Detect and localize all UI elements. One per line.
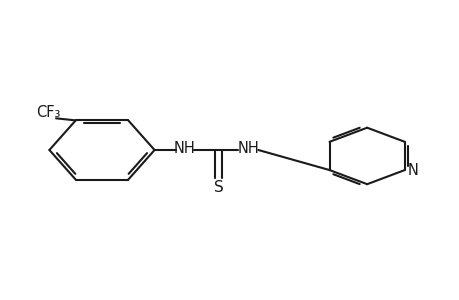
Text: CF₃: CF₃ [36,105,60,120]
Text: S: S [213,180,223,195]
Text: N: N [407,163,418,178]
Text: NH: NH [173,141,195,156]
Text: NH: NH [237,141,258,156]
